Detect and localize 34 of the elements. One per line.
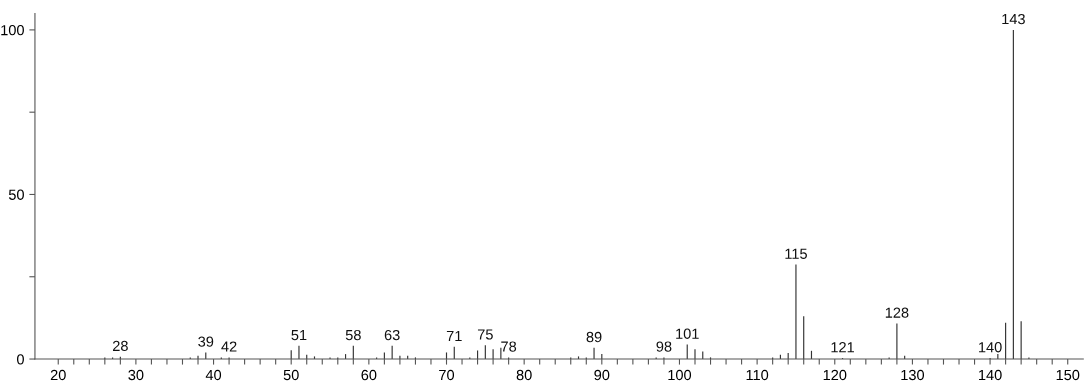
annotation: 51 xyxy=(291,330,307,341)
annotation: 121 xyxy=(831,342,854,353)
annotation: 98 xyxy=(656,341,672,352)
x-tick-label: 30 xyxy=(128,369,144,381)
x-tick-label: 20 xyxy=(50,369,66,381)
annotation: 75 xyxy=(477,329,493,340)
x-tick-label: 90 xyxy=(594,369,610,381)
y-tick-label: 0 xyxy=(16,354,24,365)
annotation: 78 xyxy=(501,341,517,352)
annotation: 128 xyxy=(885,307,909,318)
annotation: 63 xyxy=(384,329,400,341)
annotation: 58 xyxy=(345,329,361,341)
x-tick-label: 110 xyxy=(746,369,769,381)
annotation: 39 xyxy=(198,336,214,347)
annotation: 71 xyxy=(446,331,462,342)
x-tick-label: 150 xyxy=(1056,369,1080,381)
annotation: 143 xyxy=(1002,13,1025,25)
x-tick-label: 40 xyxy=(205,369,222,381)
x-tick-label: 80 xyxy=(516,369,532,381)
x-tick-label: 120 xyxy=(823,369,847,381)
x-tick-label: 130 xyxy=(901,369,925,381)
annotation: 140 xyxy=(979,342,1002,353)
x-tick-label: 70 xyxy=(439,369,455,381)
y-tick-label: 100 xyxy=(1,25,24,36)
annotation: 89 xyxy=(586,331,602,343)
annotation: 28 xyxy=(112,340,128,352)
annotation: 101 xyxy=(676,328,699,339)
x-tick-label: 100 xyxy=(668,369,692,381)
annotation: 42 xyxy=(221,341,237,352)
x-tick-label: 50 xyxy=(283,369,299,381)
y-tick-label: 50 xyxy=(8,189,24,200)
x-tick-label: 140 xyxy=(979,369,1002,381)
annotation: 115 xyxy=(785,248,807,259)
x-tick-label: 60 xyxy=(361,369,377,381)
